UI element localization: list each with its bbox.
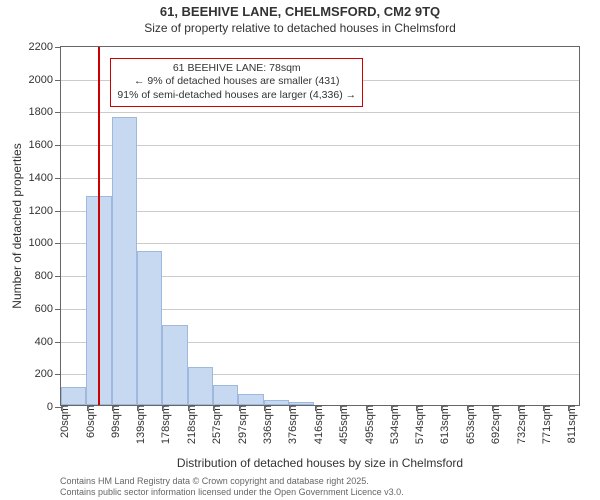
y-axis-title: Number of detached properties [10,143,24,308]
y-tick-label: 2000 [29,74,61,86]
y-tick-label: 400 [35,336,61,348]
y-tick-label: 1000 [29,237,61,249]
x-tick-label: 297sqm [229,405,249,444]
plot-area: 0200400600800100012001400160018002000220… [60,46,580,406]
marker-line [98,47,100,405]
x-tick-label: 376sqm [279,405,299,444]
x-tick-label: 732sqm [508,405,528,444]
x-tick-label: 336sqm [254,405,274,444]
histogram-bar [213,385,238,405]
x-tick-label: 455sqm [330,405,350,444]
annotation-box: 61 BEEHIVE LANE: 78sqm← 9% of detached h… [110,58,363,107]
x-tick-label: 416sqm [305,405,325,444]
x-tick-label: 534sqm [381,405,401,444]
chart-title: 61, BEEHIVE LANE, CHELMSFORD, CM2 9TQ [0,4,600,19]
y-tick-label: 2200 [29,41,61,53]
x-tick-label: 811sqm [558,405,578,443]
x-tick-label: 139sqm [127,405,147,444]
x-tick-label: 99sqm [102,405,122,438]
grid-line [61,211,579,212]
license-text: Contains HM Land Registry data © Crown c… [60,476,580,498]
y-tick-label: 1200 [29,205,61,217]
license-line: Contains HM Land Registry data © Crown c… [60,476,580,487]
chart-subtitle: Size of property relative to detached ho… [0,21,600,35]
y-tick-label: 1400 [29,172,61,184]
histogram-bar [162,325,187,405]
x-tick-label: 574sqm [406,405,426,444]
grid-line [61,145,579,146]
x-tick-label: 257sqm [203,405,223,444]
y-tick-label: 1800 [29,106,61,118]
x-tick-label: 613sqm [431,405,451,444]
grid-line [61,178,579,179]
histogram-bar [137,251,162,405]
x-tick-label: 20sqm [51,405,71,438]
annotation-line: ← 9% of detached houses are smaller (431… [117,75,356,89]
x-tick-label: 178sqm [152,405,172,444]
x-tick-label: 60sqm [77,405,97,438]
x-axis-title: Distribution of detached houses by size … [60,456,580,470]
y-tick-label: 600 [35,303,61,315]
license-line: Contains public sector information licen… [60,487,580,498]
histogram-bar [61,387,86,405]
y-tick-label: 200 [35,368,61,380]
grid-line [61,112,579,113]
histogram-bar [188,367,213,405]
annotation-line: 61 BEEHIVE LANE: 78sqm [117,62,356,76]
x-tick-label: 653sqm [457,405,477,444]
x-tick-label: 495sqm [356,405,376,444]
histogram-bar [238,394,263,405]
y-tick-label: 800 [35,270,61,282]
x-tick-label: 771sqm [533,405,553,444]
annotation-line: 91% of semi-detached houses are larger (… [117,89,356,103]
histogram-bar [112,117,137,405]
x-tick-label: 692sqm [482,405,502,444]
grid-line [61,243,579,244]
title-block: 61, BEEHIVE LANE, CHELMSFORD, CM2 9TQ Si… [0,4,600,35]
y-tick-label: 1600 [29,139,61,151]
chart-container: 61, BEEHIVE LANE, CHELMSFORD, CM2 9TQ Si… [0,0,600,500]
x-tick-label: 218sqm [178,405,198,444]
